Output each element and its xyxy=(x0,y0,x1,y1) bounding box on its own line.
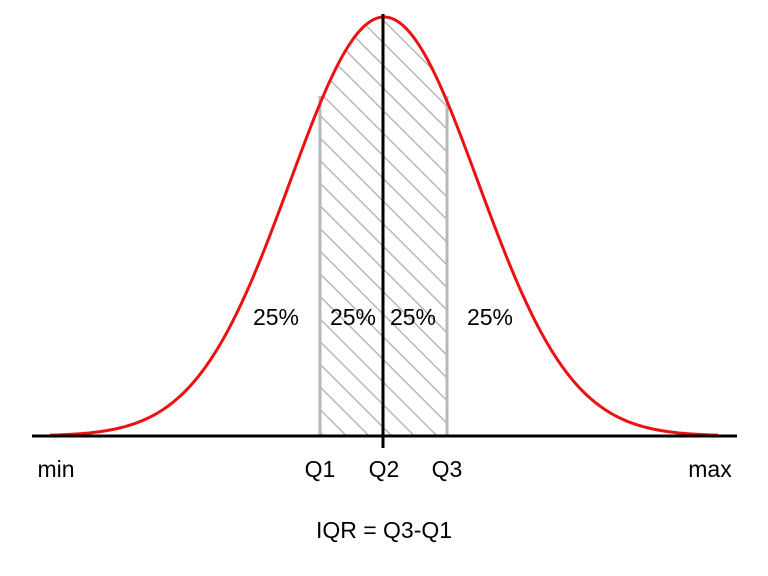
axis-label-q3: Q3 xyxy=(432,456,463,482)
axis-label-max: max xyxy=(688,456,732,482)
axis-label-min: min xyxy=(37,456,74,482)
area-label-lower-tail: 25% xyxy=(253,304,299,330)
area-label-upper-tail: 25% xyxy=(467,304,513,330)
area-label-q1-q2: 25% xyxy=(330,304,376,330)
iqr-formula: IQR = Q3-Q1 xyxy=(316,517,452,543)
axis-label-q1: Q1 xyxy=(305,456,336,482)
area-label-q2-q3: 25% xyxy=(390,304,436,330)
axis-label-q2: Q2 xyxy=(369,456,400,482)
